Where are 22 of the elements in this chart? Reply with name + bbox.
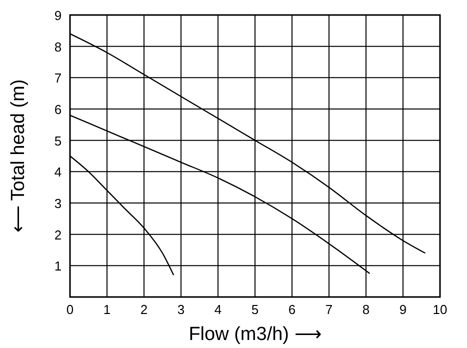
y-tick-label: 8 <box>54 39 62 54</box>
y-tick-label: 6 <box>54 102 62 117</box>
x-tick-label: 2 <box>140 302 148 317</box>
y-tick-label: 3 <box>54 196 62 211</box>
y-tick-label: 2 <box>54 227 62 242</box>
y-axis-title: ⟵ Total head (m) <box>8 79 29 233</box>
x-tick-label: 7 <box>325 302 333 317</box>
y-tick-label: 1 <box>54 258 62 274</box>
x-tick-label: 6 <box>288 302 296 317</box>
y-tick-label: 4 <box>54 164 62 180</box>
y-tick-label: 9 <box>54 8 62 23</box>
x-tick-label: 4 <box>214 302 222 317</box>
x-axis-title: Flow (m3/h) ⟶ <box>188 324 322 345</box>
x-tick-label: 1 <box>103 302 111 317</box>
x-tick-label: 10 <box>432 302 448 317</box>
x-tick-label: 5 <box>251 302 259 317</box>
y-tick-label: 5 <box>54 133 62 148</box>
x-tick-label: 0 <box>66 302 74 317</box>
x-tick-label: 9 <box>399 302 407 317</box>
x-tick-label: 3 <box>177 302 185 317</box>
y-tick-label: 7 <box>54 70 62 86</box>
x-tick-label: 8 <box>362 302 370 317</box>
